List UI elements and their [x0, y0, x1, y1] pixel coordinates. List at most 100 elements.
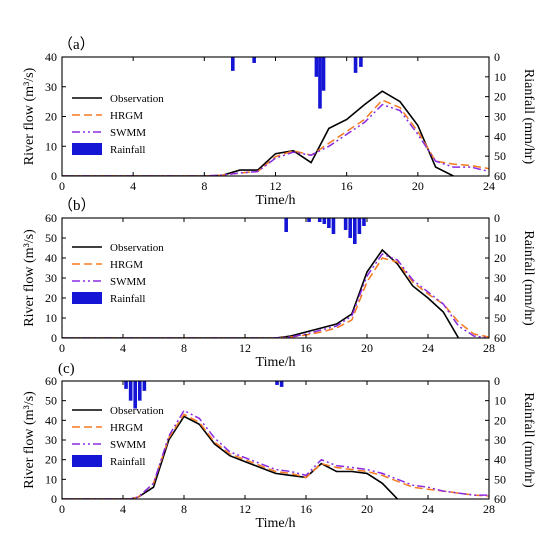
y-right-tick-label: 60	[494, 492, 506, 506]
x-tick-label: 28	[483, 502, 495, 516]
x-tick-label: 28	[483, 341, 495, 355]
y-right-tick-label: 0	[494, 374, 500, 388]
y-right-tick-label: 20	[494, 413, 506, 427]
y-right-tick-label: 30	[494, 433, 506, 447]
rainfall-bar	[318, 57, 322, 109]
y-right-tick-label: 10	[494, 394, 506, 408]
x-tick-label: 16	[341, 179, 353, 193]
y-axis-title: River flow (m³/s)	[22, 67, 37, 165]
y-tick-label: 30	[45, 80, 57, 94]
rainfall-bar	[128, 381, 133, 401]
y-tick-label: 30	[45, 271, 57, 285]
x-tick-label: 16	[300, 341, 312, 355]
y-right-tick-label: 60	[494, 169, 506, 183]
legend-label: Observation	[110, 242, 164, 254]
y-tick-label: 40	[45, 50, 57, 64]
y-tick-label: 40	[45, 413, 57, 427]
rainfall-bar	[124, 381, 128, 389]
x-axis-title: Time/h	[256, 193, 296, 208]
x-axis-title: Time/h	[256, 516, 296, 531]
y-tick-label: 0	[51, 169, 57, 183]
series-line-hrgm	[62, 413, 489, 499]
y-right-tick-label: 20	[494, 251, 506, 265]
x-tick-label: 20	[361, 502, 373, 516]
y-tick-label: 20	[45, 110, 57, 124]
y-right-tick-label: 40	[494, 453, 506, 467]
x-tick-label: 12	[270, 179, 282, 193]
y-right-tick-label: 10	[494, 70, 506, 84]
y-tick-label: 10	[45, 472, 57, 486]
x-tick-label: 24	[483, 179, 495, 193]
y-right-axis-title: Rainfall (mm/hr)	[521, 230, 536, 326]
y-tick-label: 60	[45, 211, 57, 225]
x-tick-label: 20	[361, 341, 373, 355]
y-tick-label: 20	[45, 291, 57, 305]
y-right-tick-label: 50	[494, 149, 506, 163]
y-right-tick-label: 40	[494, 129, 506, 143]
rainfall-bar	[343, 218, 348, 230]
rainfall-bar	[284, 218, 288, 232]
legend-label: HRGM	[110, 422, 143, 434]
x-tick-label: 4	[130, 179, 136, 193]
rainfall-bar	[353, 57, 358, 73]
rainfall-bar	[322, 218, 327, 224]
chart-panel-0: 0 4 8 12 16 20 24 0 10 20 30 40 0 10 20 30 40 50 60 Time/h R…	[22, 36, 536, 208]
x-tick-label: 8	[201, 179, 207, 193]
rainfall-bar	[252, 57, 256, 63]
legend-label: SWMM	[110, 276, 146, 288]
x-tick-label: 0	[59, 341, 65, 355]
x-tick-label: 0	[59, 179, 65, 193]
y-right-tick-label: 40	[494, 291, 506, 305]
legend-swatch-rainfall	[72, 143, 102, 155]
x-tick-label: 20	[412, 179, 424, 193]
rainfall-bar	[331, 218, 336, 234]
rainfall-bar	[275, 381, 279, 385]
legend-label: Rainfall	[110, 293, 145, 305]
y-right-tick-label: 30	[494, 110, 506, 124]
y-right-tick-label: 0	[494, 50, 500, 64]
legend-swatch-rainfall	[72, 292, 102, 304]
rainfall-bar	[307, 218, 311, 222]
rainfall-bar	[231, 57, 235, 71]
series-line-observation	[62, 90, 454, 176]
rainfall-bar	[321, 57, 326, 91]
y-tick-label: 40	[45, 251, 57, 265]
rainfall-bar	[314, 57, 319, 77]
rainfall-bar	[357, 218, 362, 234]
series-line-swmm	[62, 409, 489, 499]
panel-label: （a）	[58, 36, 95, 53]
rainfall-bar	[327, 218, 331, 228]
legend-label: HRGM	[110, 110, 143, 122]
legend-label: HRGM	[110, 259, 143, 271]
y-tick-label: 50	[45, 231, 57, 245]
y-right-axis-title: Rainfall (mm/hr)	[521, 392, 536, 488]
y-tick-label: 10	[45, 311, 57, 325]
y-tick-label: 30	[45, 433, 57, 447]
x-tick-label: 4	[120, 341, 126, 355]
legend-label: Rainfall	[110, 456, 145, 468]
y-tick-label: 20	[45, 453, 57, 467]
rainfall-bar	[359, 57, 363, 67]
panel-label: （b）	[58, 197, 96, 214]
rainfall-bar	[133, 381, 137, 409]
series-line-swmm	[62, 253, 489, 338]
y-tick-label: 60	[45, 374, 57, 388]
rainfall-bar	[279, 381, 284, 387]
rainfall-bar	[362, 218, 366, 226]
panel-label: (c)	[58, 361, 75, 377]
y-tick-label: 0	[51, 492, 57, 506]
rainfall-bar	[348, 218, 353, 238]
x-tick-label: 8	[181, 341, 187, 355]
series-line-swmm	[62, 103, 489, 176]
rainfall-bar	[317, 218, 322, 222]
chart-panel-1: 0 4 8 12 16 20 24 28 0 10 20 30 40 50 60 0 10 20 30 40 50 60 T…	[22, 197, 536, 370]
y-axis-title: River flow (m³/s)	[22, 391, 37, 489]
legend-label: Observation	[110, 93, 164, 105]
x-tick-label: 4	[120, 502, 126, 516]
x-tick-label: 8	[181, 502, 187, 516]
series-line-observation	[62, 248, 460, 338]
y-tick-label: 0	[51, 331, 57, 345]
legend-label: SWMM	[110, 439, 146, 451]
y-right-tick-label: 20	[494, 90, 506, 104]
